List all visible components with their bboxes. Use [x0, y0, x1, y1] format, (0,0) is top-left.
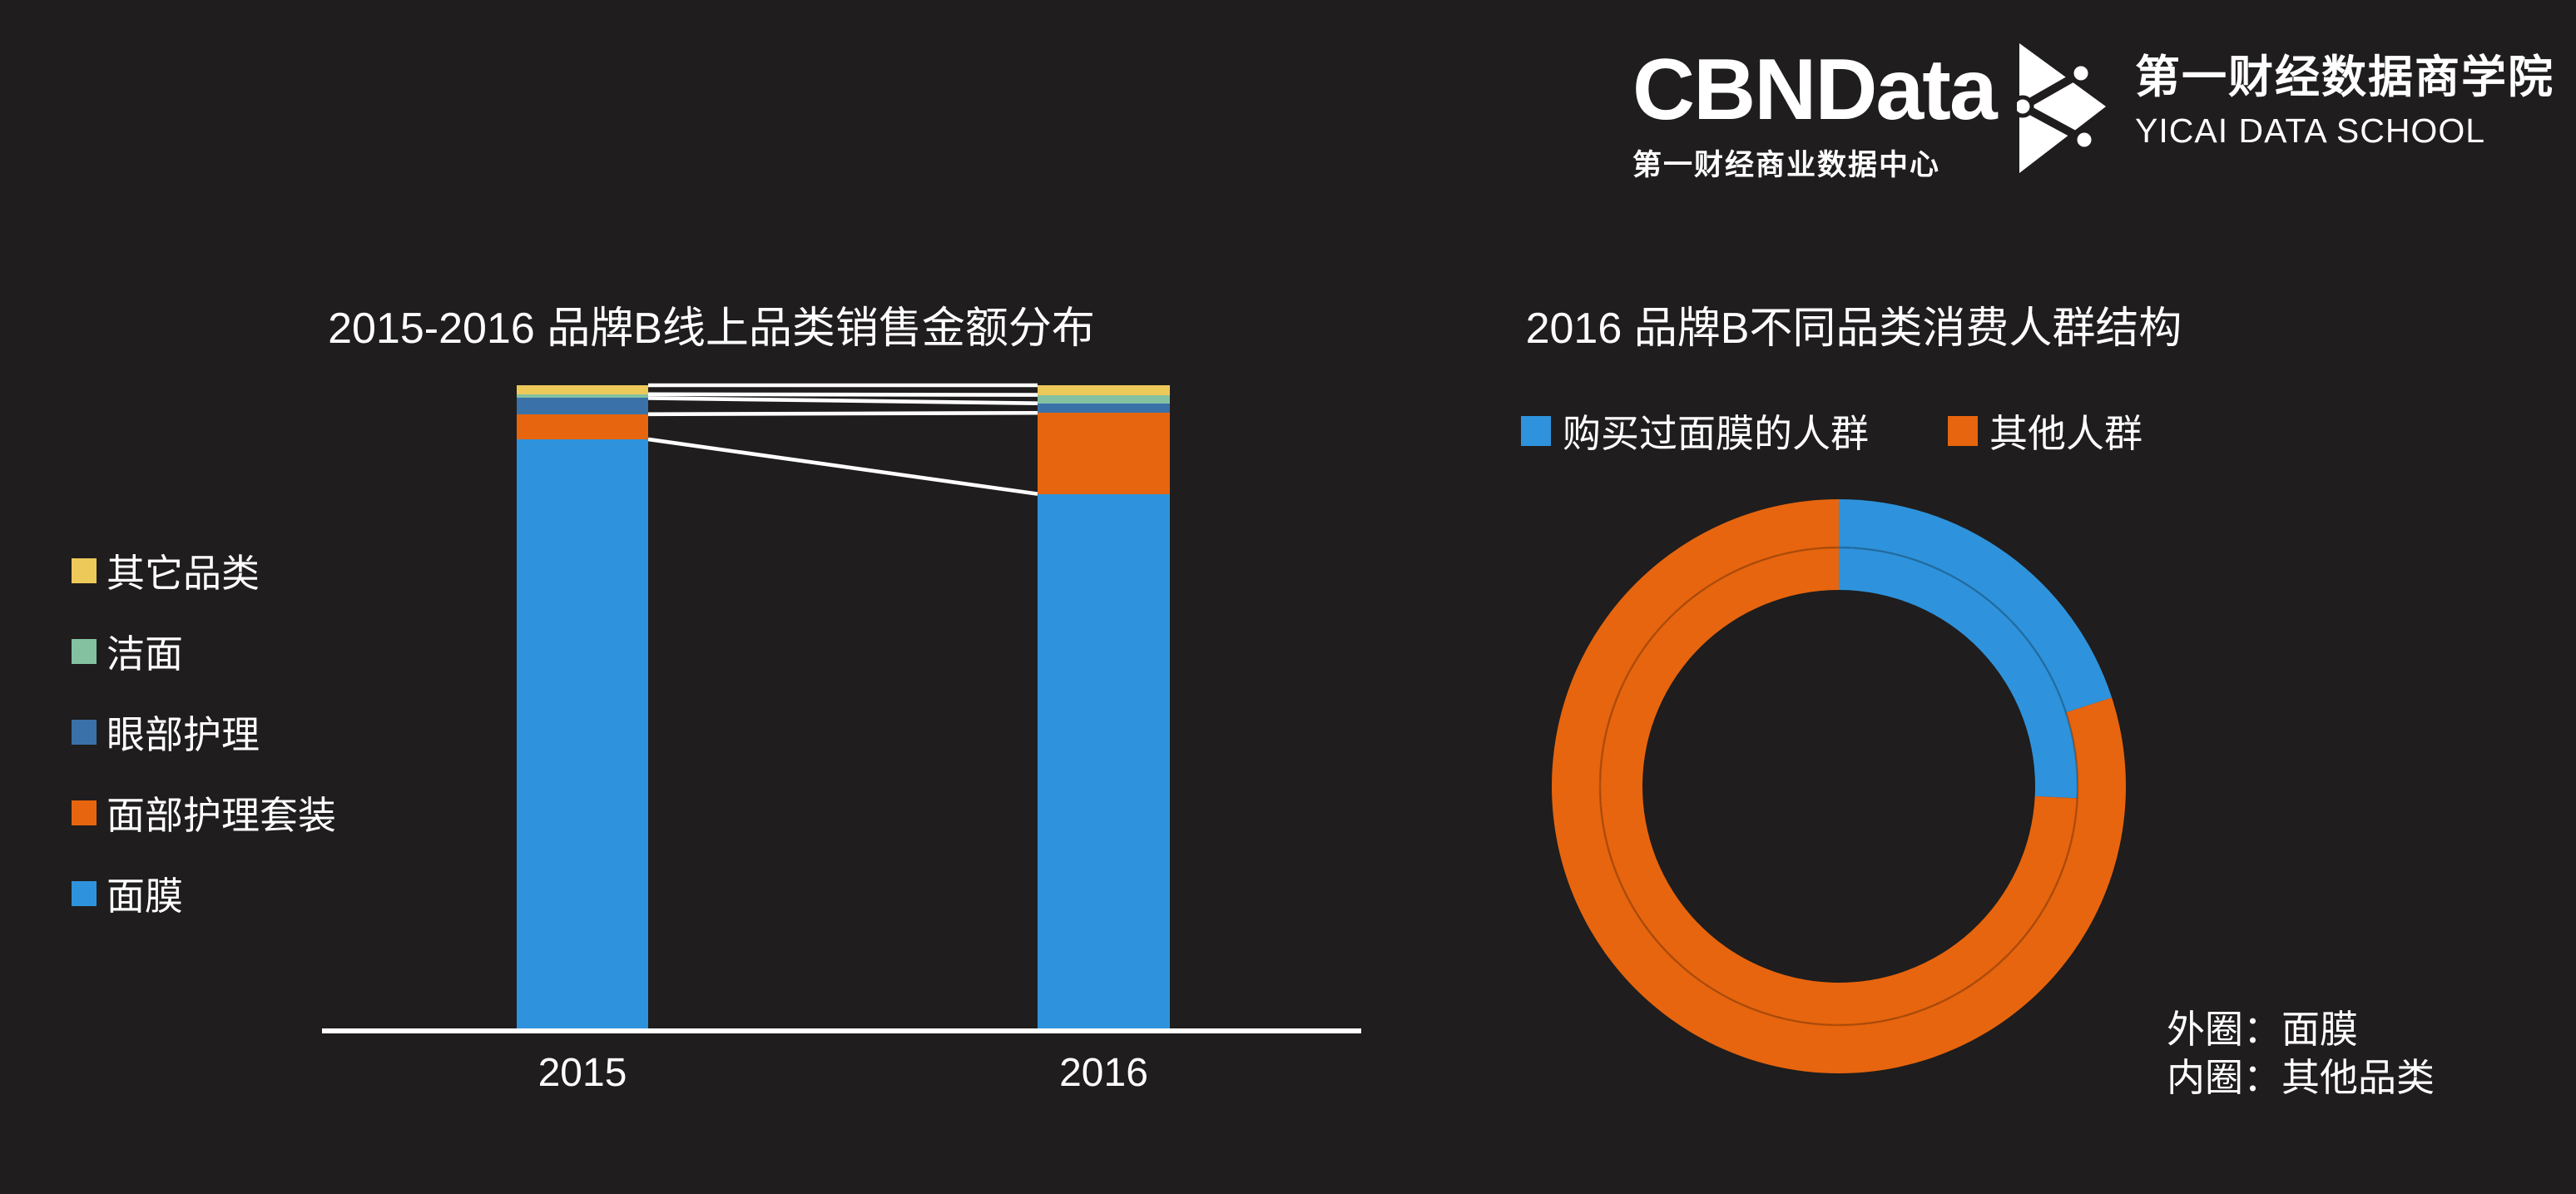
double-donut-chart: [1552, 499, 2126, 1073]
donut-ring-note: 外圈：面膜 内圈：其他品类: [2167, 1005, 2435, 1102]
bar-segment: [1038, 394, 1170, 404]
legend-swatch-icon: [1521, 416, 1551, 446]
legend-label: 眼部护理: [107, 713, 260, 756]
donut-slice-内圈: [1839, 547, 2078, 799]
stacked-bar-2016: [1038, 385, 1170, 1028]
left-chart-legend: 其它品类洁面眼部护理面部护理套装 面膜: [72, 552, 336, 955]
right-chart-legend: 购买过面膜的人群 其他人群: [1521, 404, 2222, 458]
legend-label: 面膜: [107, 874, 183, 918]
legend-swatch-icon: [72, 558, 97, 583]
legend-swatch-icon: [72, 800, 97, 825]
legend-swatch-icon: [1948, 416, 1978, 446]
bar-segment: [517, 398, 648, 414]
cbndata-logo: CBNData 第一财经商业数据中心: [1632, 42, 1998, 184]
bar-segment: [1038, 403, 1170, 414]
donut-note-inner: 内圈：其他品类: [2167, 1056, 2435, 1099]
ring-divider-circle: [1598, 546, 2079, 1027]
legend-item: 其它品类: [72, 552, 336, 595]
cbndata-wordmark: CBNData: [1632, 42, 1998, 138]
legend-item: 购买过面膜的人群: [1521, 404, 1869, 458]
legend-item: 洁面: [72, 632, 336, 676]
school-name-cn: 第一财经数据商学院: [2135, 52, 2554, 102]
bar-segment: [1038, 385, 1170, 395]
connector-line: [647, 410, 1038, 417]
donut-slice-外圈: [1839, 499, 2113, 713]
legend-label: 其他人群: [1989, 412, 2143, 455]
connector-line: [647, 392, 1038, 397]
x-axis-line: [322, 1028, 1361, 1033]
school-name-en: YICAI DATA SCHOOL: [2135, 111, 2486, 150]
legend-label: 其它品类: [107, 552, 260, 595]
connector-line: [647, 396, 1038, 405]
right-chart-title: 2016 品牌B不同品类消费人群结构: [1525, 305, 2182, 353]
legend-item: 眼部护理: [72, 713, 336, 756]
legend-swatch-icon: [72, 720, 97, 745]
cbndata-subtitle: 第一财经商业数据中心: [1632, 149, 1941, 181]
legend-label: 面部护理套装: [107, 794, 336, 837]
legend-item: 面部护理套装: [72, 794, 336, 837]
legend-item: 其他人群: [1948, 404, 2143, 458]
connector-line: [647, 437, 1038, 496]
left-chart-title: 2015-2016 品牌B线上品类销售金额分布: [328, 305, 1095, 353]
x-axis-label: 2015: [537, 1051, 627, 1095]
bar-segment: [517, 438, 648, 1028]
bar-segment: [1038, 493, 1170, 1028]
donut-note-outer: 外圈：面膜: [2167, 1008, 2358, 1051]
legend-label: 购买过面膜的人群: [1563, 412, 1869, 455]
bar-segment: [1038, 413, 1170, 494]
legend-item: 面膜: [72, 874, 336, 918]
legend-swatch-icon: [72, 881, 97, 906]
x-axis-label: 2016: [1059, 1051, 1148, 1095]
bar-segment: [517, 385, 648, 394]
legend-swatch-icon: [72, 639, 97, 664]
yicai-logo-icon: [2017, 43, 2106, 173]
legend-label: 洁面: [107, 632, 183, 676]
bar-segment: [517, 414, 648, 439]
bar-segment: [517, 394, 648, 399]
yicai-school-logo: 第一财经数据商学院 YICAI DATA SCHOOL: [2135, 55, 2554, 151]
stacked-bar-2015: [517, 385, 648, 1028]
